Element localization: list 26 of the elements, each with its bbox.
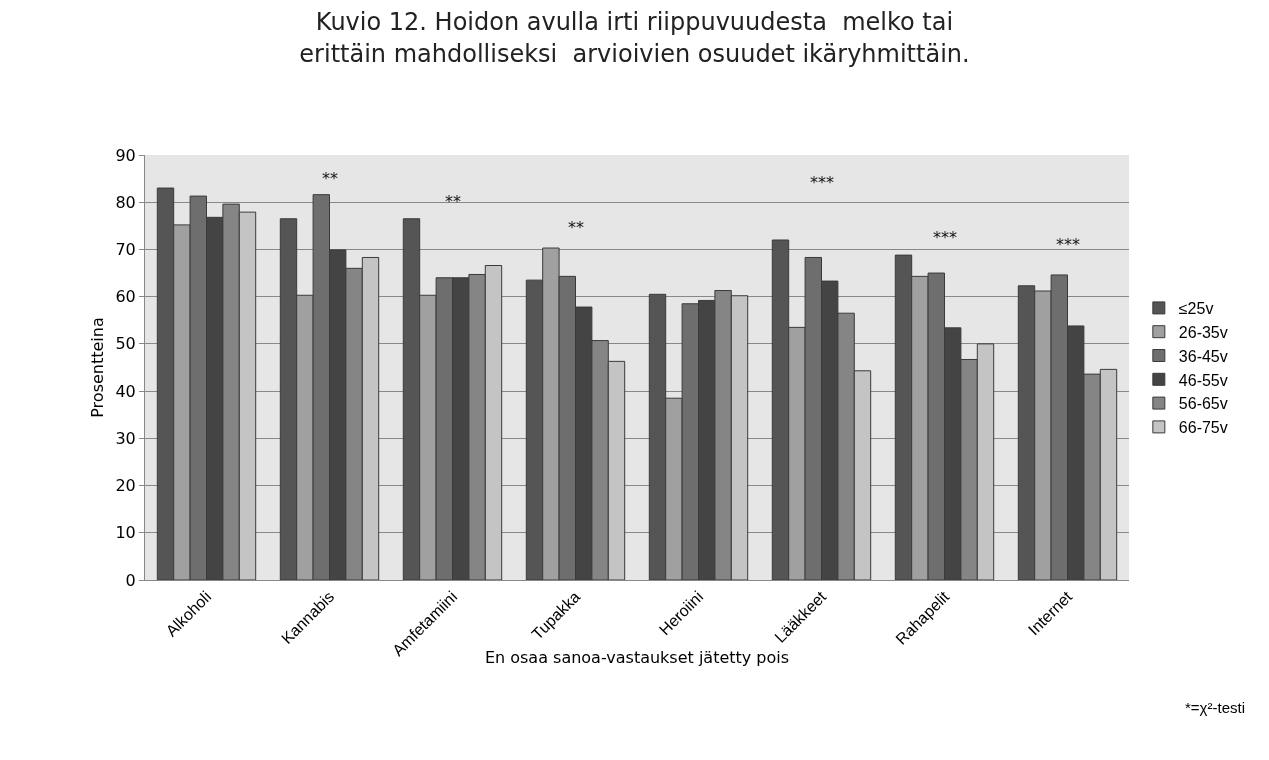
y-tick-label: 0: [125, 570, 136, 590]
legend-label: 56-65v: [1178, 395, 1228, 413]
y-tick-label: 70: [115, 240, 136, 260]
x-axis-title: En osaa sanoa-vastaukset jätetty pois: [484, 647, 790, 667]
text: *=χ²-testi: [1185, 699, 1245, 716]
legend-label: 46-55v: [1178, 371, 1228, 389]
annotation: **: [445, 192, 461, 211]
y-tick-label: 20: [115, 476, 136, 496]
y-axis-title: Prosentteina: [88, 317, 107, 418]
legend-label: 26-35v: [1178, 323, 1228, 341]
legend-label: ≤25v: [1178, 300, 1214, 318]
y-tick-label: 90: [115, 145, 136, 165]
y-tick-label: 40: [115, 381, 136, 401]
y-tick-label: 50: [115, 334, 136, 354]
annotation: ***: [810, 173, 834, 192]
chart-title: Kuvio 12. Hoidon avulla irti riippuvuudesta melko tai erittäin mahdolliseksi arvioivien osuudet ikäryhmittäin.: [299, 8, 970, 68]
y-tick-label: 10: [115, 523, 136, 543]
y-tick-label: 30: [115, 428, 136, 448]
annotation: **: [568, 218, 584, 237]
legend-label: 36-45v: [1178, 347, 1228, 365]
annotation: **: [322, 169, 338, 188]
annotation: ***: [1056, 235, 1080, 254]
legend-label: 66-75v: [1178, 419, 1228, 437]
y-tick-label: 80: [115, 192, 136, 212]
annotation: ***: [933, 228, 957, 247]
y-tick-label: 60: [115, 287, 136, 307]
